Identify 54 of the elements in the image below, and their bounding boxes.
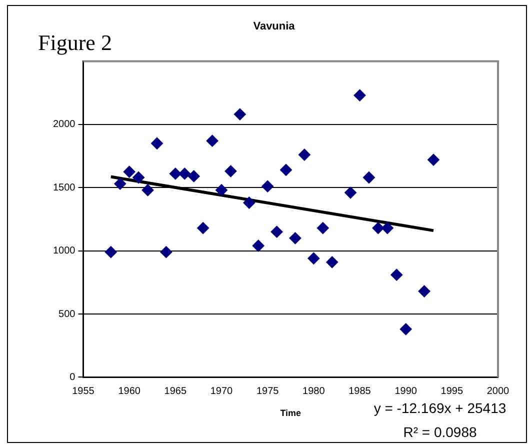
- point: [197, 222, 210, 234]
- text: R² = 0.0988: [403, 424, 477, 440]
- point: [234, 108, 246, 120]
- x-tick-label: 1990: [394, 386, 418, 397]
- caption: Figure 2: [38, 30, 112, 55]
- point: [123, 166, 136, 178]
- point: [142, 184, 154, 196]
- point: [104, 246, 117, 258]
- y-tick-label: 1500: [52, 182, 76, 194]
- point: [114, 178, 126, 190]
- y-tick-label: 1000: [52, 246, 76, 257]
- point: [252, 240, 264, 252]
- point: [427, 154, 440, 166]
- chart-title: Vavunia: [253, 20, 296, 33]
- point: [169, 168, 182, 180]
- point: [270, 226, 283, 238]
- y-tick-label: 0: [70, 372, 76, 383]
- point: [418, 285, 430, 298]
- point: [344, 186, 357, 199]
- point: [280, 164, 292, 176]
- point: [206, 134, 218, 147]
- point: [150, 137, 163, 150]
- y-tick-label: 2000: [52, 119, 76, 130]
- point: [316, 222, 329, 234]
- point: [243, 196, 256, 209]
- x-tick-label: 1965: [164, 386, 187, 397]
- x-tick-label: 1970: [210, 386, 234, 397]
- x-tick-label: 1995: [440, 386, 464, 397]
- y-tick-label: 500: [58, 308, 76, 320]
- x-tick-label: 1975: [256, 386, 280, 397]
- text: y = -12.169x + 25413: [374, 400, 506, 416]
- point: [354, 89, 366, 102]
- point: [298, 148, 310, 161]
- x-tick-label: 1985: [348, 386, 372, 397]
- point: [372, 222, 384, 234]
- x-tick-label: 1980: [302, 386, 326, 397]
- point: [400, 323, 412, 336]
- point: [216, 184, 228, 196]
- point: [160, 246, 172, 258]
- point: [381, 222, 394, 234]
- point: [390, 268, 403, 281]
- x-tick-label: 2000: [486, 386, 510, 397]
- x-tick-label: 1960: [118, 386, 141, 397]
- point: [262, 180, 274, 192]
- point: [224, 165, 237, 178]
- x-tick-label: 1955: [72, 386, 95, 397]
- point: [132, 171, 145, 184]
- point: [289, 232, 302, 244]
- x-axis-title: Time: [280, 408, 302, 418]
- point: [326, 256, 338, 268]
- point: [308, 252, 320, 264]
- point: [188, 170, 200, 182]
- point: [178, 168, 191, 180]
- point: [362, 171, 375, 184]
